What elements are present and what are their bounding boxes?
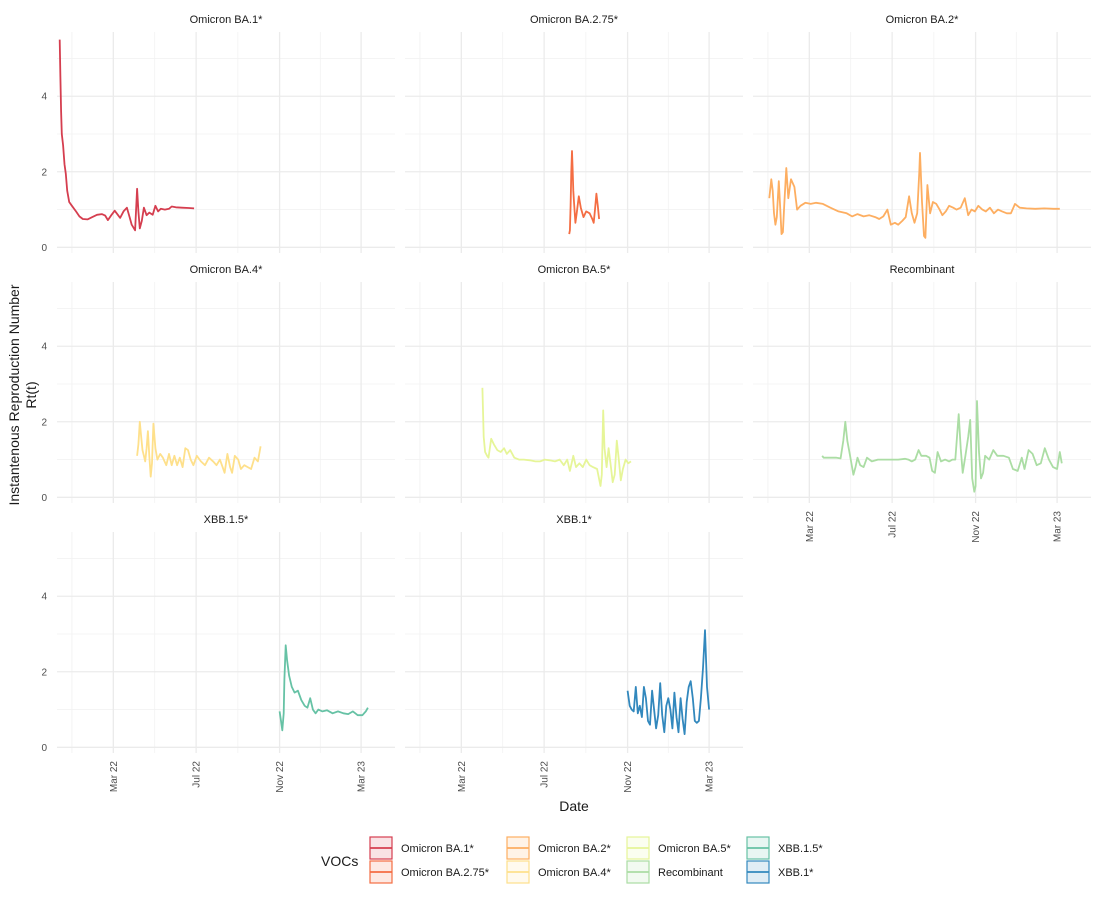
y-axis-title: Instantenous Reproduction Number Rt(t): [6, 284, 39, 505]
legend-label: XBB.1*: [778, 867, 814, 879]
y-tick-label: 0: [41, 243, 47, 254]
y-axis-title-line-2: Rt(t): [23, 381, 39, 408]
x-tick-label: Nov 22: [275, 761, 286, 793]
x-tick-label: Mar 23: [357, 761, 368, 793]
panel-title: Omicron BA.2.75*: [530, 14, 619, 26]
legend: VOCs Omicron BA.1* Omicron BA.2.75* Omicro…: [321, 836, 823, 884]
panel-xbb-1: XBB.1* Mar 22 Jul 22 Nov 22 Mar 23: [405, 514, 743, 793]
legend-label: Omicron BA.4*: [538, 867, 611, 879]
panel-title: Omicron BA.5*: [538, 264, 611, 276]
y-tick-label: 0: [41, 493, 47, 504]
y-tick-label: 4: [41, 592, 47, 603]
x-tick-label: Mar 22: [109, 761, 120, 793]
panel-title: Omicron BA.2*: [886, 14, 959, 26]
x-axis-title: Date: [559, 798, 589, 814]
panel-omicron-ba-1: Omicron BA.1* 0 2 4: [41, 14, 395, 254]
legend-title: VOCs: [321, 853, 358, 869]
y-tick-label: 2: [41, 417, 47, 428]
panels: Omicron BA.1* 0 2 4 Omicron BA.2.75* Omicron …: [41, 14, 1091, 793]
x-tick-label: Jul 22: [540, 761, 551, 788]
panel-title: Recombinant: [890, 264, 955, 276]
series-line-omicron-ba-4: [136, 420, 262, 478]
legend-item-omicron-ba-4: Omicron BA.4*: [506, 860, 611, 884]
x-tick-label: Mar 23: [1053, 511, 1064, 543]
panel-title: XBB.1*: [556, 514, 592, 526]
series-line-recombinant: [821, 400, 1063, 493]
x-tick-label: Nov 22: [623, 761, 634, 793]
panel-omicron-ba-2-75: Omicron BA.2.75*: [405, 14, 743, 253]
x-tick-label: Mar 23: [705, 761, 716, 793]
y-tick-label: 2: [41, 667, 47, 678]
panel-title: Omicron BA.1*: [190, 14, 263, 26]
legend-item-recombinant: Recombinant: [626, 860, 723, 884]
panel-omicron-ba-2: Omicron BA.2*: [753, 14, 1091, 253]
series-line-xbb-1: [626, 629, 710, 735]
series-line-omicron-ba-2: [768, 152, 1060, 239]
legend-label: Omicron BA.1*: [401, 843, 474, 855]
y-axis-title-line-1: Instantenous Reproduction Number: [6, 284, 22, 505]
legend-label: Omicron BA.2*: [538, 843, 611, 855]
y-tick-label: 4: [41, 342, 47, 353]
series-line-omicron-ba-2-75: [568, 150, 600, 235]
legend-label: Omicron BA.2.75*: [401, 867, 490, 879]
legend-item-omicron-ba-2: Omicron BA.2*: [506, 836, 611, 860]
series-line-omicron-ba-5: [481, 387, 632, 487]
legend-label: Recombinant: [658, 867, 723, 879]
y-tick-label: 4: [41, 92, 47, 103]
series-line-omicron-ba-1: [58, 39, 195, 232]
legend-item-xbb-1-5: XBB.1.5*: [746, 836, 823, 860]
x-tick-label: Mar 22: [805, 511, 816, 543]
panel-title: Omicron BA.4*: [190, 264, 263, 276]
x-tick-label: Jul 22: [192, 761, 203, 788]
legend-item-xbb-1: XBB.1*: [746, 860, 814, 884]
panel-xbb-1-5: XBB.1.5* 0 2 4 Mar 22 Jul 22 Nov 22 Mar 23: [41, 514, 395, 793]
panel-omicron-ba-4: Omicron BA.4* 0 2 4: [41, 264, 395, 504]
panel-title: XBB.1.5*: [204, 514, 249, 526]
x-tick-label: Nov 22: [971, 511, 982, 543]
y-tick-label: 0: [41, 743, 47, 754]
legend-item-omicron-ba-1: Omicron BA.1*: [369, 836, 474, 860]
legend-item-omicron-ba-2-75: Omicron BA.2.75*: [369, 860, 490, 884]
legend-label: XBB.1.5*: [778, 843, 823, 855]
legend-item-omicron-ba-5: Omicron BA.5*: [626, 836, 731, 860]
x-tick-label: Jul 22: [888, 511, 899, 538]
series-line-xbb-1-5: [278, 644, 369, 732]
y-tick-label: 2: [41, 167, 47, 178]
legend-label: Omicron BA.5*: [658, 843, 731, 855]
x-tick-label: Mar 22: [457, 761, 468, 793]
panel-recombinant: Recombinant Mar 22 Jul 22 Nov 22 Mar 23: [753, 264, 1091, 543]
panel-omicron-ba-5: Omicron BA.5*: [405, 264, 743, 503]
